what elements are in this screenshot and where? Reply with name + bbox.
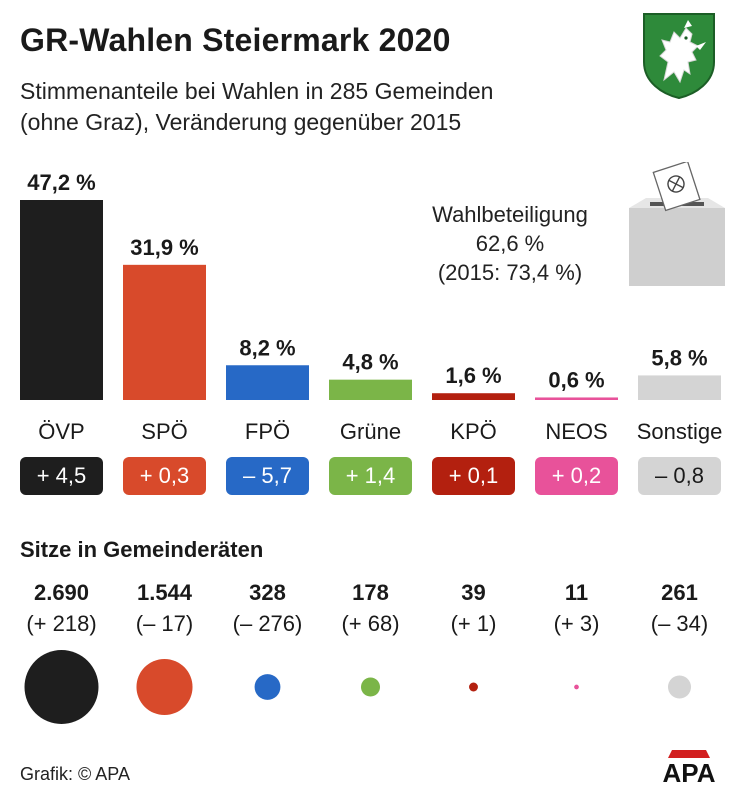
bar-value-label-3: 4,8 % — [342, 350, 398, 375]
turnout-previous: (2015: 73,4 %) — [437, 260, 583, 285]
apa-logo: APA — [663, 750, 716, 784]
change-label-0: + 4,5 — [37, 463, 87, 488]
seat-bubble-1 — [136, 658, 193, 716]
category-label-6: Sonstige — [637, 419, 723, 444]
apa-logo-text: APA — [663, 758, 716, 784]
seat-bubble-6 — [667, 675, 692, 699]
styrian-coat-of-arms-icon — [643, 13, 715, 100]
seat-count-2: 328 — [249, 580, 286, 605]
bar-4 — [432, 393, 515, 400]
seat-count-6: 261 — [661, 580, 698, 605]
chart-title: GR-Wahlen Steiermark 2020 — [20, 22, 451, 58]
seat-change-6: (– 34) — [651, 611, 708, 636]
bar-5 — [535, 397, 618, 400]
change-badge-0 — [20, 457, 103, 495]
category-label-3: Grüne — [340, 419, 401, 444]
seat-count-5: 11 — [565, 580, 588, 605]
category-label-4: KPÖ — [450, 419, 496, 444]
seat-change-4: (+ 1) — [451, 611, 497, 636]
bar-value-label-5: 0,6 % — [548, 367, 604, 392]
bar-3 — [329, 379, 412, 400]
change-badge-4 — [432, 457, 515, 495]
category-label-1: SPÖ — [141, 419, 187, 444]
category-label-0: ÖVP — [38, 419, 84, 444]
seat-change-1: (– 17) — [136, 611, 193, 636]
turnout-value: 62,6 % — [475, 231, 545, 256]
change-label-6: – 0,8 — [655, 463, 704, 488]
turnout-annotation: Wahlbeteiligung 62,6 % (2015: 73,4 %) — [400, 200, 620, 287]
seat-bubble-4 — [469, 682, 478, 692]
seat-change-0: (+ 218) — [26, 611, 96, 636]
credit-text: Grafik: © APA — [20, 764, 130, 784]
bar-value-label-0: 47,2 % — [27, 170, 96, 195]
seat-change-3: (+ 68) — [341, 611, 399, 636]
seat-count-4: 39 — [461, 580, 485, 605]
bar-value-label-4: 1,6 % — [445, 363, 501, 388]
category-label-2: FPÖ — [245, 419, 290, 444]
category-label-5: NEOS — [545, 419, 607, 444]
bar-value-label-2: 8,2 % — [239, 335, 295, 360]
bar-6 — [638, 375, 721, 400]
turnout-label: Wahlbeteiligung — [432, 202, 588, 227]
seat-count-0: 2.690 — [34, 580, 89, 605]
seat-bubble-3 — [360, 677, 381, 697]
change-badge-2 — [226, 457, 309, 495]
change-badge-5 — [535, 457, 618, 495]
seat-bubble-2 — [254, 674, 281, 700]
seat-change-5: (+ 3) — [554, 611, 600, 636]
seats-bubble-chart: 2.690 (+ 218) 1.544 (– 17) 328 (– 276) 178 (+ 6… — [24, 580, 708, 724]
change-label-5: + 0,2 — [552, 463, 602, 488]
subtitle-line-2: (ohne Graz), Veränderung gegenüber 2015 — [20, 109, 462, 135]
bar-0 — [20, 200, 103, 400]
seat-bubble-0 — [24, 650, 99, 724]
bar-value-label-1: 31,9 % — [130, 235, 199, 260]
chart-subtitle: Stimmenanteile bei Wahlen in 285 Gemeind… — [20, 76, 620, 138]
change-label-1: + 0,3 — [140, 463, 190, 488]
change-badge-6 — [638, 457, 721, 495]
bar-2 — [226, 365, 309, 400]
change-label-4: + 0,1 — [449, 463, 499, 488]
bar-value-label-6: 5,8 % — [651, 345, 707, 370]
seat-count-3: 178 — [352, 580, 389, 605]
vote-share-bar-chart: 47,2 % ÖVP + 4,5 31,9 % SPÖ + 0,3 8,2 % FPÖ – 5,… — [20, 170, 723, 495]
change-badge-3 — [329, 457, 412, 495]
seat-bubble-5 — [574, 684, 579, 690]
seat-change-2: (– 276) — [233, 611, 303, 636]
change-label-3: + 1,4 — [346, 463, 396, 488]
subtitle-line-1: Stimmenanteile bei Wahlen in 285 Gemeind… — [20, 78, 494, 104]
seats-heading: Sitze in Gemeinderäten — [20, 537, 264, 562]
change-label-2: – 5,7 — [243, 463, 292, 488]
bar-1 — [123, 264, 206, 400]
change-badge-1 — [123, 457, 206, 495]
ballot-box-icon — [629, 162, 725, 286]
seat-count-1: 1.544 — [137, 580, 193, 605]
